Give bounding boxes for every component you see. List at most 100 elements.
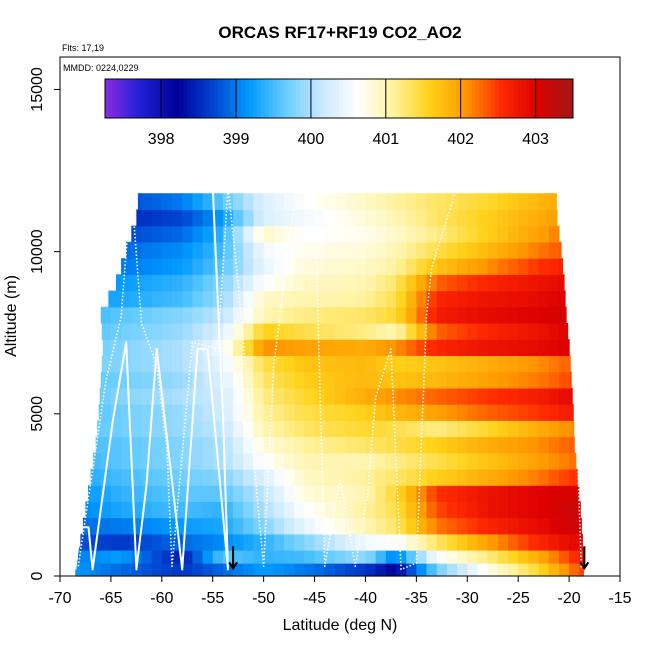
heatmap-cell	[365, 501, 377, 519]
heatmap-cell	[548, 517, 560, 535]
colorbar-cell	[350, 79, 356, 118]
heatmap-cell	[406, 322, 417, 340]
heatmap-cell	[202, 546, 214, 564]
heatmap-cell	[558, 501, 570, 519]
heatmap-cell	[294, 533, 305, 551]
heatmap-cell	[294, 241, 305, 259]
heatmap-cell	[406, 209, 417, 227]
heatmap-cell	[355, 339, 367, 357]
heatmap-cell	[182, 404, 193, 421]
heatmap-cell	[518, 468, 529, 486]
heatmap-cell	[538, 209, 550, 227]
heatmap-cell	[294, 546, 305, 564]
heatmap-cell	[548, 436, 560, 454]
heatmap-cell	[487, 339, 499, 357]
heatmap-cell	[100, 420, 112, 438]
heatmap-cell	[467, 322, 479, 340]
heatmap-cell	[416, 241, 428, 259]
heatmap-cell	[508, 387, 519, 405]
heatmap-cell	[324, 193, 336, 211]
heatmap-cell	[467, 546, 479, 564]
heatmap-cell	[212, 387, 224, 405]
heatmap-cell	[131, 290, 143, 308]
heatmap-cell	[284, 241, 295, 259]
heatmap-cell	[355, 209, 367, 227]
heatmap-cell	[528, 533, 540, 551]
heatmap-cell	[172, 322, 183, 340]
x-tick-label: -35	[405, 590, 428, 607]
heatmap-cell	[334, 306, 346, 324]
x-tick-label: -30	[456, 590, 479, 607]
heatmap-cell	[202, 209, 214, 227]
heatmap-cell	[100, 306, 112, 324]
heatmap-cell	[446, 468, 458, 486]
heatmap-cell	[538, 468, 550, 486]
colorbar-cell	[452, 79, 457, 118]
heatmap-cell	[406, 193, 417, 211]
colorbar-cell	[124, 79, 129, 118]
heatmap-cell	[273, 485, 285, 502]
heatmap-cell	[182, 533, 193, 551]
heatmap-cell	[558, 339, 570, 357]
heatmap-cell	[355, 533, 367, 551]
heatmap-cell	[569, 559, 580, 577]
heatmap-cell	[396, 339, 407, 357]
heatmap-cell	[222, 485, 234, 502]
heatmap-cell	[508, 533, 519, 551]
heatmap-cell	[548, 452, 560, 470]
heatmap-cell	[569, 452, 577, 470]
heatmap-cell	[263, 468, 275, 486]
heatmap-cell	[161, 241, 173, 259]
heatmap-cell	[457, 209, 468, 227]
heatmap-cell	[131, 420, 143, 438]
heatmap-cell	[324, 225, 336, 243]
down-arrow-head	[228, 561, 238, 571]
heatmap-cell	[345, 371, 356, 389]
heatmap-cell	[304, 306, 316, 324]
heatmap-cell	[314, 274, 326, 292]
heatmap-cell	[497, 546, 509, 564]
heatmap-cell	[172, 546, 183, 564]
heatmap-cell	[355, 452, 367, 470]
heatmap-cell	[100, 533, 112, 551]
heatmap-cell	[538, 485, 550, 502]
heatmap-cell	[284, 559, 295, 577]
heatmap-cell	[457, 436, 468, 454]
heatmap-cell	[365, 290, 377, 308]
heatmap-cell	[100, 436, 112, 454]
heatmap-cell	[487, 290, 499, 308]
heatmap-cell	[110, 501, 122, 519]
heatmap-cell	[253, 258, 265, 275]
heatmap-cell	[345, 387, 356, 405]
heatmap-cell	[436, 371, 448, 389]
heatmap-cell	[304, 452, 316, 470]
heatmap-cell	[294, 436, 305, 454]
heatmap-cell	[446, 452, 458, 470]
heatmap-cell	[192, 485, 204, 502]
heatmap-cell	[253, 371, 265, 389]
heatmap-cell	[334, 404, 346, 421]
heatmap-cell	[457, 241, 468, 259]
heatmap-cell	[446, 546, 458, 564]
x-tick-label: -65	[99, 590, 122, 607]
heatmap-cell	[477, 468, 489, 486]
heatmap-cell	[365, 322, 377, 340]
colorbar-cell	[132, 79, 137, 118]
heatmap-cell	[263, 485, 275, 502]
heatmap-cell	[406, 546, 417, 564]
heatmap-cell	[182, 501, 193, 519]
heatmap-cell	[263, 193, 275, 211]
heatmap-cell	[467, 436, 479, 454]
heatmap-cell	[548, 546, 560, 564]
heatmap-cell	[263, 517, 275, 535]
heatmap-cell	[304, 387, 316, 405]
heatmap-cell	[477, 517, 489, 535]
heatmap-cell	[284, 546, 295, 564]
down-arrow-head	[579, 561, 590, 571]
heatmap-cell	[212, 517, 224, 535]
heatmap-cell	[396, 322, 407, 340]
heatmap-cell	[273, 501, 285, 519]
heatmap-cell	[263, 274, 275, 292]
heatmap-cell	[294, 404, 305, 421]
heatmap-cell	[141, 241, 153, 259]
